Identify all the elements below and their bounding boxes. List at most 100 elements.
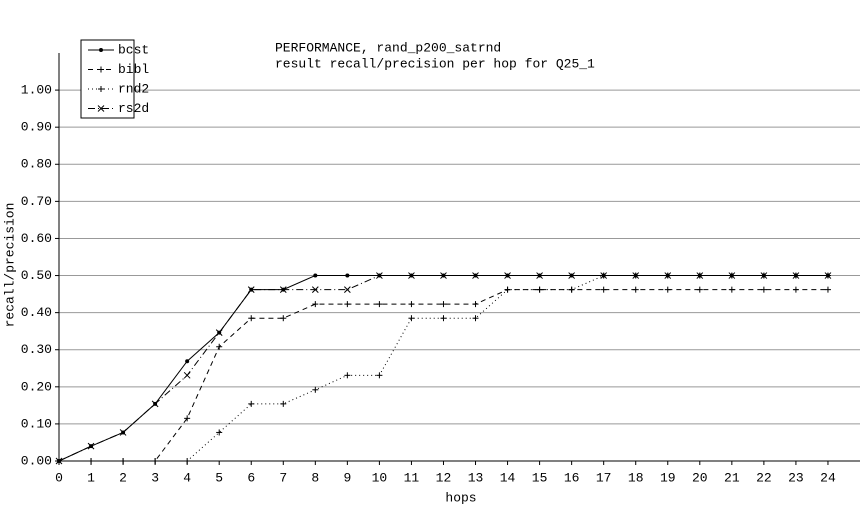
- x-tick-label: 3: [151, 470, 159, 485]
- marker: [185, 359, 190, 364]
- x-tick-label: 0: [55, 470, 63, 485]
- x-tick-label: 15: [532, 470, 548, 485]
- y-tick-label: 0.00: [21, 453, 52, 468]
- marker: [344, 301, 351, 308]
- marker-stroke: [664, 272, 672, 279]
- chart-title: PERFORMANCE, rand_p200_satrnd: [275, 40, 501, 55]
- marker: [664, 286, 671, 293]
- marker: [408, 272, 415, 279]
- marker-stroke: [87, 442, 95, 450]
- x-tick-label: 1: [87, 470, 95, 485]
- marker-stroke: [151, 400, 159, 408]
- marker: [345, 273, 350, 278]
- marker-stroke: [408, 272, 415, 279]
- marker: [632, 272, 640, 279]
- marker: [664, 272, 672, 279]
- marker-dot: [99, 48, 103, 52]
- marker: [55, 457, 63, 465]
- y-tick-label: 0.30: [21, 342, 52, 357]
- y-tick-label: 0.10: [21, 416, 52, 431]
- x-tick-label: 21: [724, 470, 740, 485]
- legend-label: rs2d: [118, 101, 149, 116]
- marker: [600, 272, 608, 279]
- marker: [119, 429, 127, 436]
- marker: [792, 272, 800, 279]
- marker-stroke: [279, 286, 287, 293]
- marker: [248, 315, 255, 322]
- x-tick-label: 16: [564, 470, 580, 485]
- marker-stroke: [824, 272, 832, 279]
- marker: [696, 272, 704, 279]
- x-tick-label: 20: [692, 470, 708, 485]
- marker: [536, 272, 543, 279]
- marker: [760, 272, 768, 279]
- legend-box: [80, 39, 135, 119]
- x-tick-label: 10: [372, 470, 388, 485]
- legend-label: rnd2: [118, 81, 149, 96]
- marker: [472, 272, 479, 279]
- marker: [440, 315, 447, 322]
- marker: [824, 272, 832, 279]
- marker-stroke: [119, 429, 127, 436]
- marker-dot: [185, 359, 190, 364]
- x-tick-label: 23: [788, 470, 804, 485]
- marker: [247, 286, 255, 293]
- marker-stroke: [632, 272, 640, 279]
- marker: [792, 286, 799, 293]
- marker-stroke: [183, 371, 191, 379]
- x-tick-label: 2: [119, 470, 127, 485]
- y-tick-label: 0.20: [21, 379, 52, 394]
- marker-stroke: [344, 286, 351, 293]
- x-axis-label: hops: [445, 490, 476, 505]
- x-tick-label: 11: [404, 470, 420, 485]
- marker: [280, 315, 287, 322]
- marker: [472, 315, 479, 322]
- y-tick-label: 0.70: [21, 194, 52, 209]
- marker: [408, 301, 415, 308]
- x-tick-label: 6: [247, 470, 255, 485]
- marker: [344, 372, 351, 379]
- x-tick-label: 7: [279, 470, 287, 485]
- marker: [98, 86, 104, 92]
- marker: [504, 272, 511, 279]
- marker: [344, 286, 351, 293]
- marker: [600, 286, 607, 293]
- x-tick-label: 4: [183, 470, 191, 485]
- marker: [504, 286, 511, 293]
- y-axis-label: recall/precision: [2, 203, 17, 328]
- marker: [216, 429, 223, 436]
- x-tick-label: 17: [596, 470, 612, 485]
- marker: [279, 286, 287, 293]
- marker-stroke: [247, 286, 255, 293]
- marker-stroke: [504, 272, 511, 279]
- marker: [760, 286, 767, 293]
- marker: [440, 272, 447, 279]
- legend-label: bcst: [118, 42, 149, 57]
- marker: [312, 301, 319, 308]
- marker-stroke: [376, 272, 383, 279]
- x-tick-label: 12: [436, 470, 452, 485]
- y-tick-label: 0.50: [21, 268, 52, 283]
- marker: [472, 301, 479, 308]
- marker: [280, 400, 287, 407]
- y-tick-label: 0.90: [21, 120, 52, 135]
- x-tick-label: 8: [311, 470, 319, 485]
- marker: [248, 400, 255, 407]
- marker-stroke: [600, 272, 608, 279]
- marker: [311, 286, 319, 293]
- marker: [376, 272, 383, 279]
- marker-stroke: [792, 272, 800, 279]
- marker: [728, 272, 736, 279]
- marker: [376, 301, 383, 308]
- marker-stroke: [568, 272, 575, 279]
- legend-label: bibl: [118, 62, 149, 77]
- x-tick-label: 24: [820, 470, 836, 485]
- marker-stroke: [440, 272, 447, 279]
- marker: [120, 458, 127, 464]
- marker: [99, 48, 103, 52]
- marker-stroke: [536, 272, 543, 279]
- y-tick-label: 1.00: [21, 83, 52, 98]
- marker: [536, 286, 543, 293]
- y-tick-label: 0.40: [21, 305, 52, 320]
- marker: [184, 415, 191, 422]
